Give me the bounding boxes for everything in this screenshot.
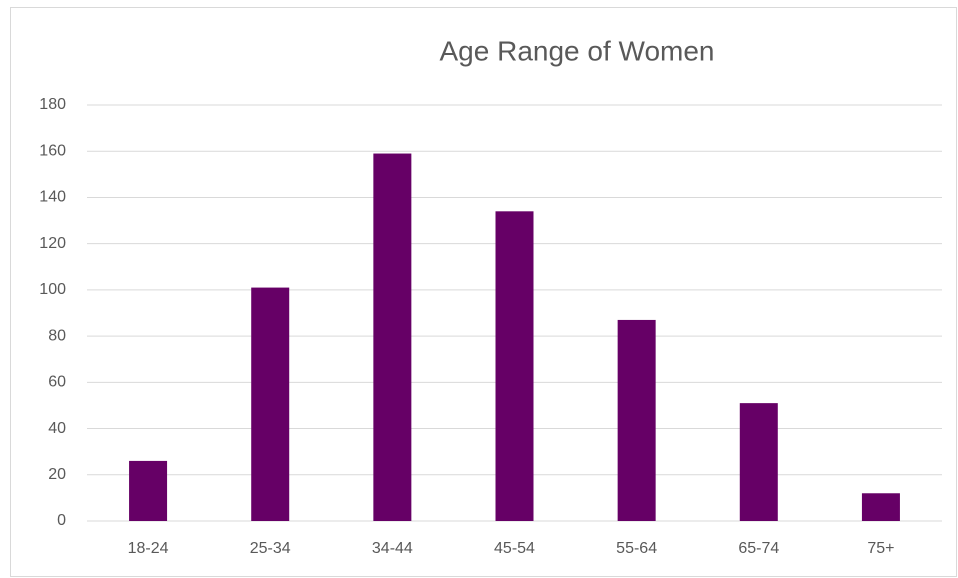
bar bbox=[495, 211, 534, 522]
x-tick-label: 55-64 bbox=[616, 540, 657, 557]
y-tick-label: 180 bbox=[39, 96, 66, 113]
y-tick-label: 80 bbox=[48, 327, 66, 344]
y-tick-label: 160 bbox=[39, 142, 66, 159]
y-tick-label: 0 bbox=[57, 512, 66, 529]
bar bbox=[617, 319, 656, 521]
bar bbox=[251, 287, 290, 521]
y-tick-label: 120 bbox=[39, 235, 66, 252]
y-tick-label: 60 bbox=[48, 374, 66, 391]
y-tick-label: 100 bbox=[39, 281, 66, 298]
x-tick-label: 65-74 bbox=[738, 540, 779, 557]
x-tick-label: 25-34 bbox=[250, 540, 291, 557]
bar bbox=[129, 460, 168, 521]
x-tick-label: 34-44 bbox=[372, 540, 413, 557]
chart-title: Age Range of Women bbox=[440, 35, 715, 66]
x-tick-label: 75+ bbox=[867, 540, 894, 557]
y-tick-label: 40 bbox=[48, 420, 66, 437]
x-tick-label: 18-24 bbox=[128, 540, 169, 557]
y-tick-label: 140 bbox=[39, 189, 66, 206]
y-tick-label: 20 bbox=[48, 466, 66, 483]
bar bbox=[373, 153, 412, 522]
bar bbox=[739, 403, 778, 521]
x-tick-label: 45-54 bbox=[494, 540, 535, 557]
bar bbox=[861, 493, 900, 521]
chart-frame bbox=[10, 7, 957, 577]
